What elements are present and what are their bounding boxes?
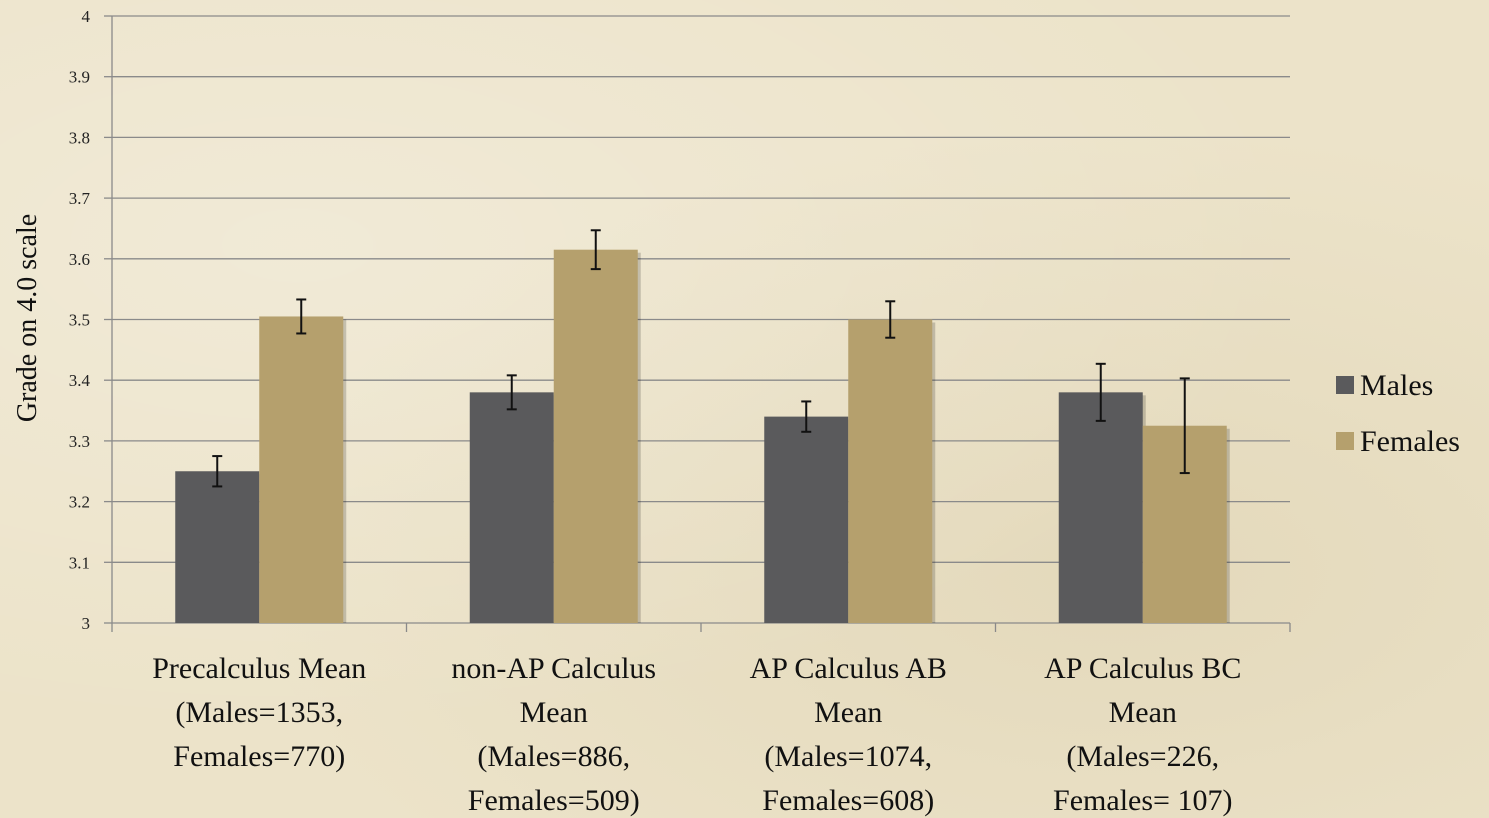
x-category-label-line: non-AP Calculus — [451, 652, 656, 685]
x-category-label-line: Mean — [1109, 696, 1177, 729]
x-category-label: AP Calculus BC Mean (Males=226, Females= 10… — [1044, 652, 1241, 817]
x-category-label-line: Females=608) — [762, 784, 934, 817]
y-tick-label: 3.6 — [69, 250, 90, 269]
x-category-label: Precalculus Mean (Males=1353, Females=770) — [152, 652, 366, 773]
x-category-label-line: Females=509) — [468, 784, 640, 817]
legend: Males Females — [1336, 369, 1460, 458]
bar-females — [553, 249, 638, 623]
bar-females — [259, 316, 344, 623]
bar-females — [848, 319, 933, 623]
y-axis-title: Grade on 4.0 scale — [12, 214, 43, 422]
legend-label-males: Males — [1360, 369, 1433, 402]
y-tick-label: 3.1 — [69, 553, 90, 572]
y-tick-label: 3.5 — [69, 311, 90, 330]
y-tick-label: 3.8 — [69, 128, 90, 147]
x-category-label: non-AP Calculus Mean (Males=886, Females=50… — [451, 652, 656, 817]
legend-swatch-males — [1336, 376, 1354, 394]
legend-swatch-females — [1336, 432, 1354, 450]
x-category-label-line: Mean — [814, 696, 882, 729]
x-category-label-line: Females= 107) — [1053, 784, 1232, 817]
y-tick-label: 3.7 — [69, 189, 91, 208]
bar-males — [469, 392, 554, 623]
y-tick-label: 3.9 — [69, 68, 90, 87]
x-category-label-line: Mean — [520, 696, 588, 729]
x-category-label-line: (Males=886, — [477, 740, 630, 773]
x-category-label-line: Females=770) — [173, 740, 345, 773]
bar-males — [764, 416, 849, 623]
y-tick-label: 3.2 — [69, 493, 90, 512]
y-tick-label: 3 — [82, 614, 91, 633]
y-tick-label: 4 — [82, 7, 91, 26]
y-tick-label: 3.3 — [69, 432, 90, 451]
x-category-label-line: AP Calculus AB — [750, 652, 947, 685]
x-category-label-line: (Males=226, — [1066, 740, 1219, 773]
x-category-label: AP Calculus AB Mean (Males=1074, Females=60… — [750, 652, 947, 817]
labels: 3 3.1 3.2 3.3 3.4 3.5 3.6 3.7 3.8 3.9 4 Precalculus… — [69, 7, 1242, 817]
x-category-label-line: (Males=1074, — [764, 740, 932, 773]
bar-males — [1058, 392, 1143, 623]
y-tick-label: 3.4 — [69, 371, 91, 390]
x-category-label-line: (Males=1353, — [175, 696, 343, 729]
x-category-label-line: AP Calculus BC — [1044, 652, 1241, 685]
error-bars — [212, 229, 1190, 488]
x-category-label-line: Precalculus Mean — [152, 652, 366, 685]
bar-males — [175, 471, 260, 623]
legend-label-females: Females — [1360, 425, 1460, 458]
bars — [175, 249, 1230, 623]
